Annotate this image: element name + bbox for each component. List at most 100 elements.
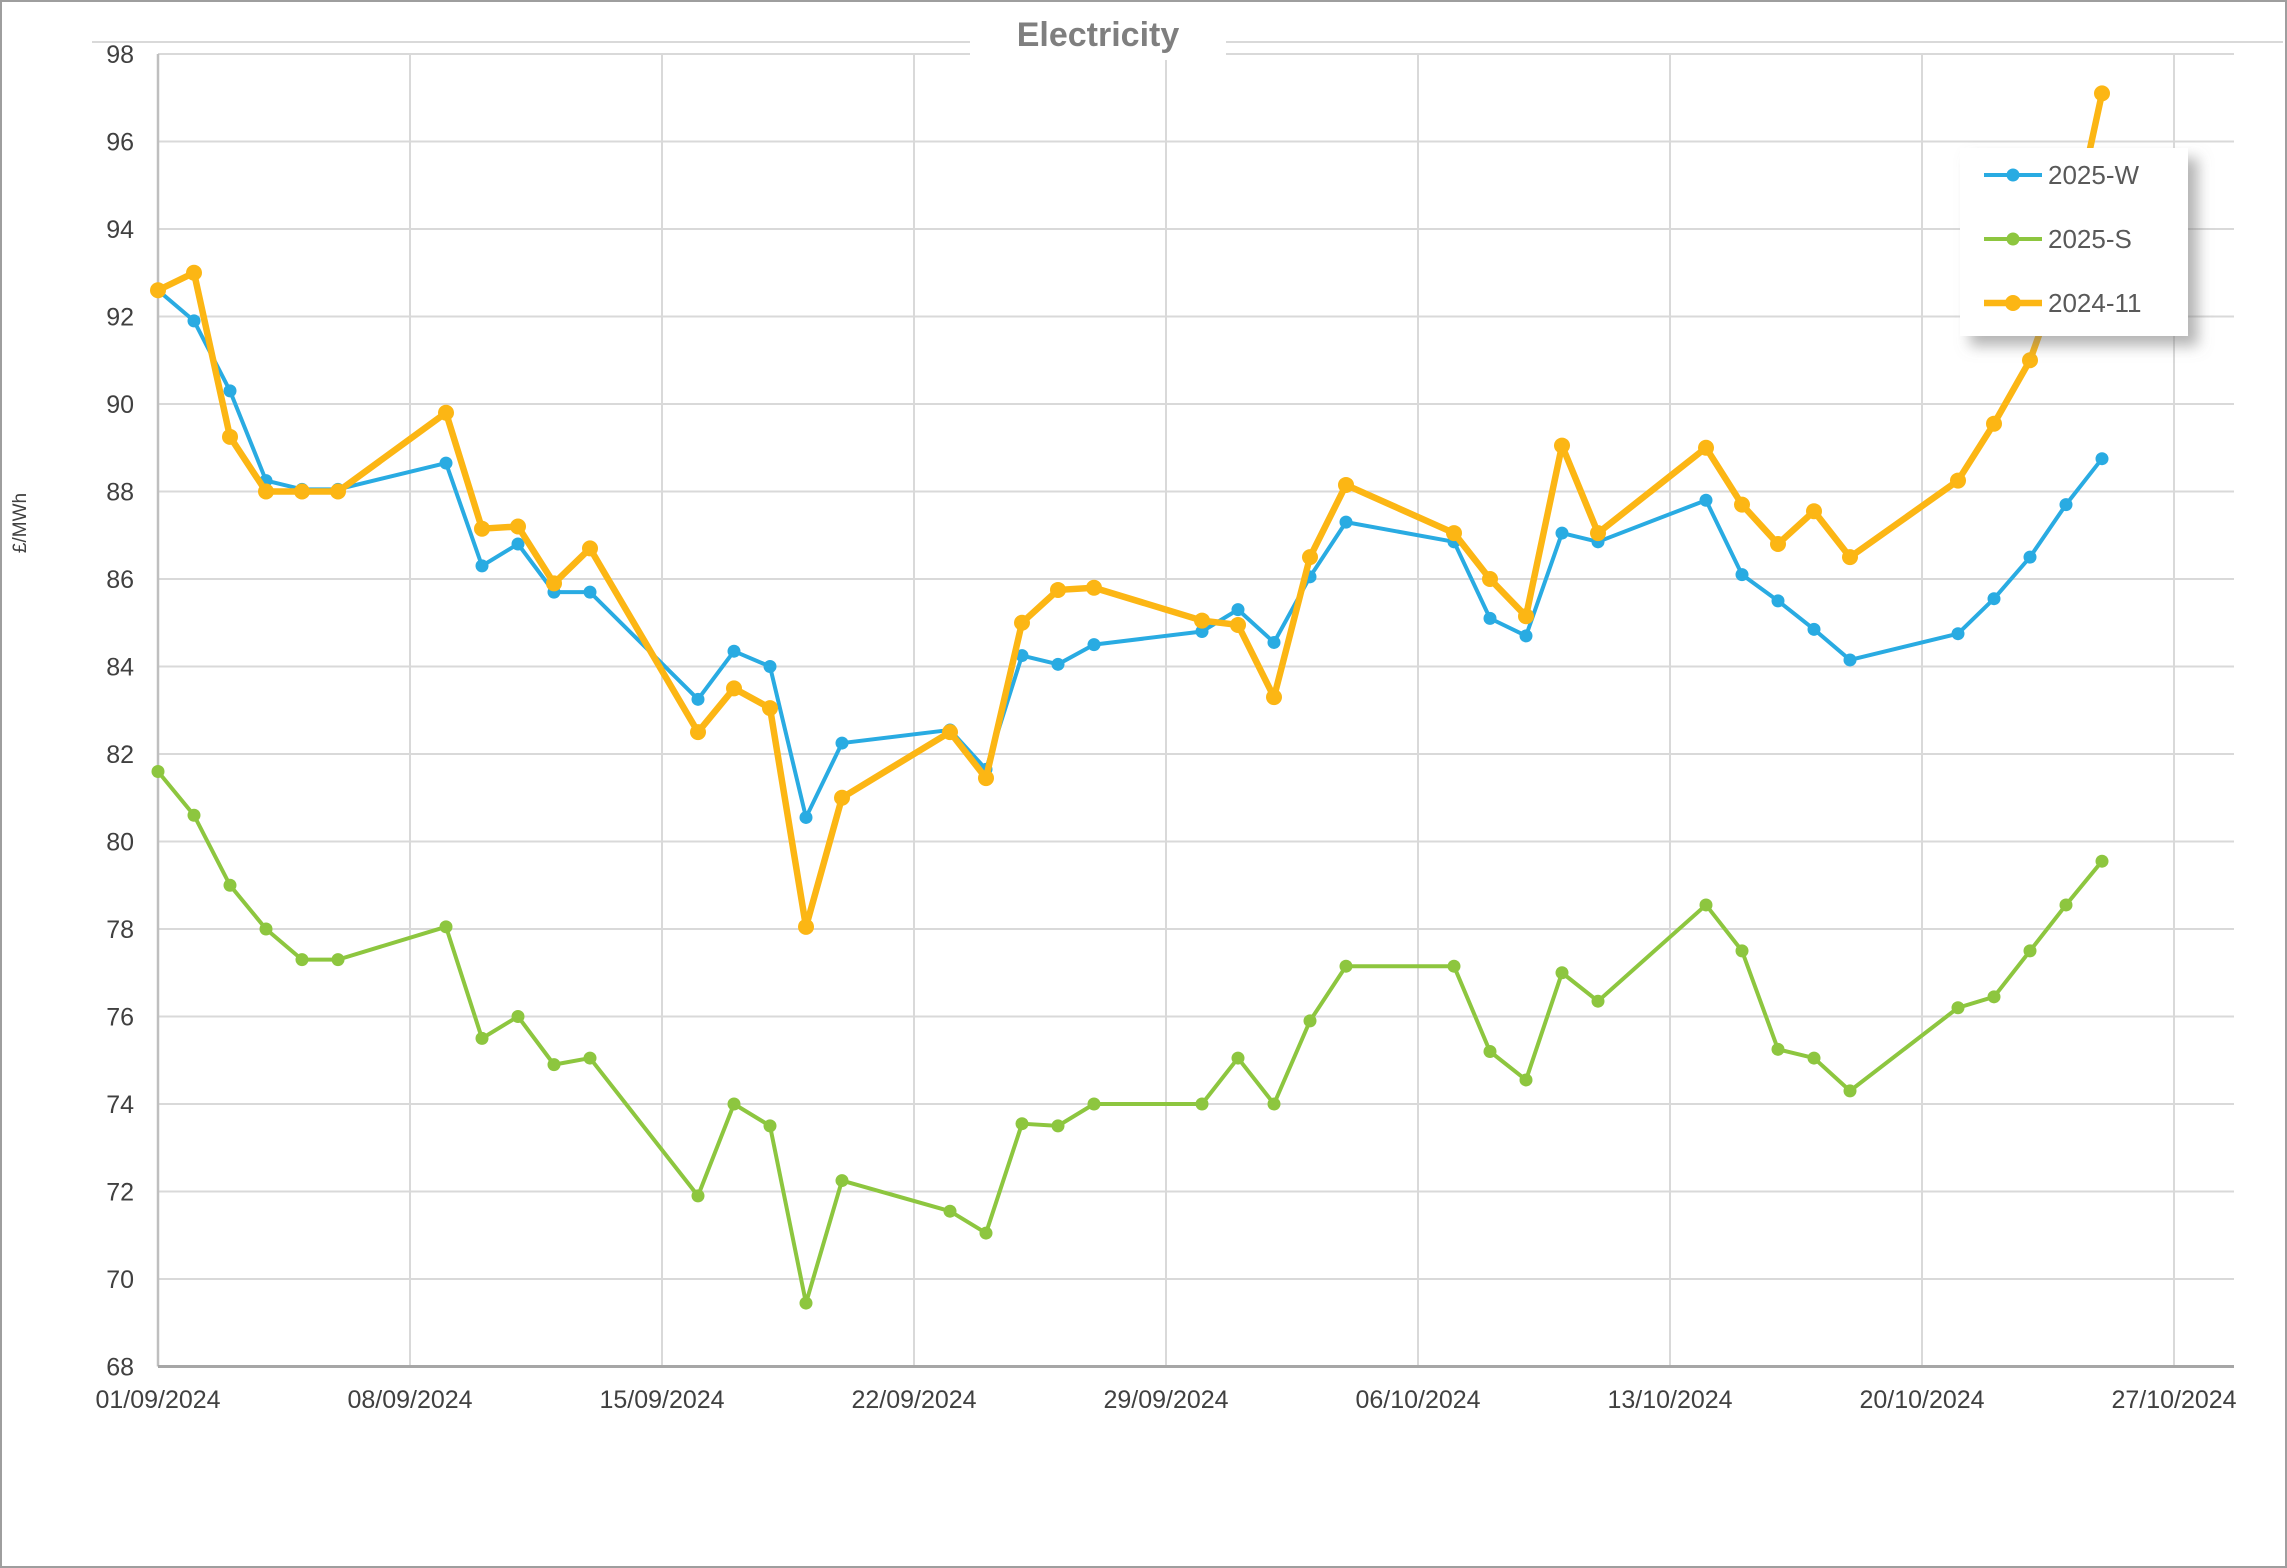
y-tick-label: 82	[106, 741, 134, 769]
data-point-marker	[2095, 854, 2109, 868]
data-point-marker	[582, 540, 598, 557]
data-point-marker	[798, 918, 814, 935]
data-point-marker	[1771, 594, 1785, 608]
x-tick-label: 29/09/2024	[1103, 1386, 1228, 1414]
data-point-marker	[1699, 898, 1713, 912]
data-point-marker	[978, 770, 994, 787]
data-point-marker	[691, 1189, 705, 1203]
data-point-marker	[223, 878, 237, 892]
series-line-2025-w	[156, 288, 2104, 820]
data-point-marker	[1231, 1051, 1245, 1065]
data-series	[150, 85, 2110, 1310]
data-point-marker	[979, 1226, 993, 1240]
y-tick-label: 70	[106, 1266, 134, 1294]
data-point-marker	[1014, 614, 1030, 631]
data-point-marker	[510, 518, 526, 535]
data-point-marker	[1554, 437, 1570, 454]
data-point-marker	[474, 520, 490, 537]
data-point-marker	[726, 680, 742, 697]
data-point-marker	[1230, 616, 1246, 633]
y-axis-unit-label: £/MWh	[10, 493, 31, 553]
data-point-marker	[1771, 1042, 1785, 1056]
data-point-marker	[187, 808, 201, 822]
data-point-marker	[727, 644, 741, 658]
data-point-marker	[1015, 1117, 1029, 1131]
data-point-marker	[2059, 498, 2073, 512]
data-point-marker	[1591, 994, 1605, 1008]
y-tick-label: 84	[106, 654, 134, 682]
axes	[156, 54, 2234, 1368]
data-point-marker	[1698, 439, 1714, 456]
data-point-marker	[1051, 1119, 1065, 1133]
data-point-marker	[331, 953, 345, 967]
data-point-marker	[439, 920, 453, 934]
data-point-marker	[2094, 85, 2110, 102]
y-tick-label: 88	[106, 479, 134, 507]
data-point-marker	[439, 456, 453, 470]
legend-swatch-marker	[2006, 232, 2020, 246]
x-tick-label: 13/10/2024	[1607, 1386, 1732, 1414]
data-point-marker	[690, 724, 706, 741]
data-point-marker	[259, 922, 273, 936]
data-point-marker	[1338, 476, 1354, 493]
legend-item-2024-11: 2024-11	[1984, 288, 2142, 318]
data-point-marker	[475, 1031, 489, 1045]
data-point-marker	[1267, 635, 1281, 649]
data-point-marker	[2095, 452, 2109, 466]
data-point-marker	[1842, 549, 1858, 566]
data-point-marker	[942, 724, 958, 741]
data-point-marker	[1735, 568, 1749, 582]
data-point-marker	[763, 660, 777, 673]
data-point-marker	[258, 483, 274, 500]
data-point-marker	[1339, 515, 1353, 529]
data-point-marker	[727, 1097, 741, 1111]
data-point-marker	[1483, 1045, 1497, 1058]
data-point-marker	[1770, 536, 1786, 552]
data-point-marker	[1302, 549, 1318, 566]
data-point-marker	[1194, 612, 1210, 629]
data-point-marker	[1519, 629, 1533, 643]
data-point-marker	[1843, 1084, 1857, 1098]
data-point-marker	[222, 428, 238, 445]
y-tick-label: 96	[106, 129, 134, 157]
y-tick-label: 72	[106, 1179, 134, 1207]
x-tick-label: 01/09/2024	[95, 1386, 220, 1414]
x-tick-label: 27/10/2024	[2111, 1386, 2236, 1414]
legend-item-2025-s: 2025-S	[1984, 224, 2132, 254]
data-point-marker	[1231, 603, 1245, 617]
legend-label: 2024-11	[2048, 288, 2142, 318]
data-point-marker	[799, 1296, 813, 1310]
data-point-marker	[762, 700, 778, 717]
data-point-marker	[1447, 959, 1461, 973]
data-point-marker	[1086, 579, 1102, 596]
data-point-marker	[1951, 1001, 1965, 1015]
data-point-marker	[583, 585, 597, 599]
data-point-marker	[546, 575, 562, 592]
data-point-marker	[1483, 611, 1497, 625]
legend: 2025-W 2025-S 2024-11	[1960, 148, 2188, 336]
data-point-marker	[1446, 525, 1462, 542]
data-point-marker	[691, 692, 705, 706]
data-point-marker	[223, 384, 237, 398]
data-point-marker	[2023, 944, 2037, 958]
data-point-marker	[1087, 638, 1101, 652]
data-point-marker	[187, 314, 201, 328]
y-tick-label: 68	[106, 1354, 134, 1382]
data-point-marker	[1555, 526, 1569, 540]
legend-swatch-marker	[2006, 168, 2020, 182]
data-point-marker	[1050, 581, 1066, 598]
y-tick-label: 94	[106, 216, 134, 244]
data-point-marker	[511, 1010, 525, 1023]
data-point-marker	[1015, 649, 1029, 663]
data-point-marker	[1807, 1051, 1821, 1065]
y-tick-label: 90	[106, 391, 134, 419]
data-point-marker	[511, 537, 525, 551]
data-point-marker	[1986, 415, 2002, 432]
data-point-marker	[186, 264, 202, 281]
data-point-marker	[1699, 493, 1713, 507]
data-point-marker	[835, 736, 849, 750]
data-point-marker	[1519, 1073, 1533, 1087]
data-point-marker	[1518, 608, 1534, 625]
data-point-marker	[1734, 496, 1750, 513]
